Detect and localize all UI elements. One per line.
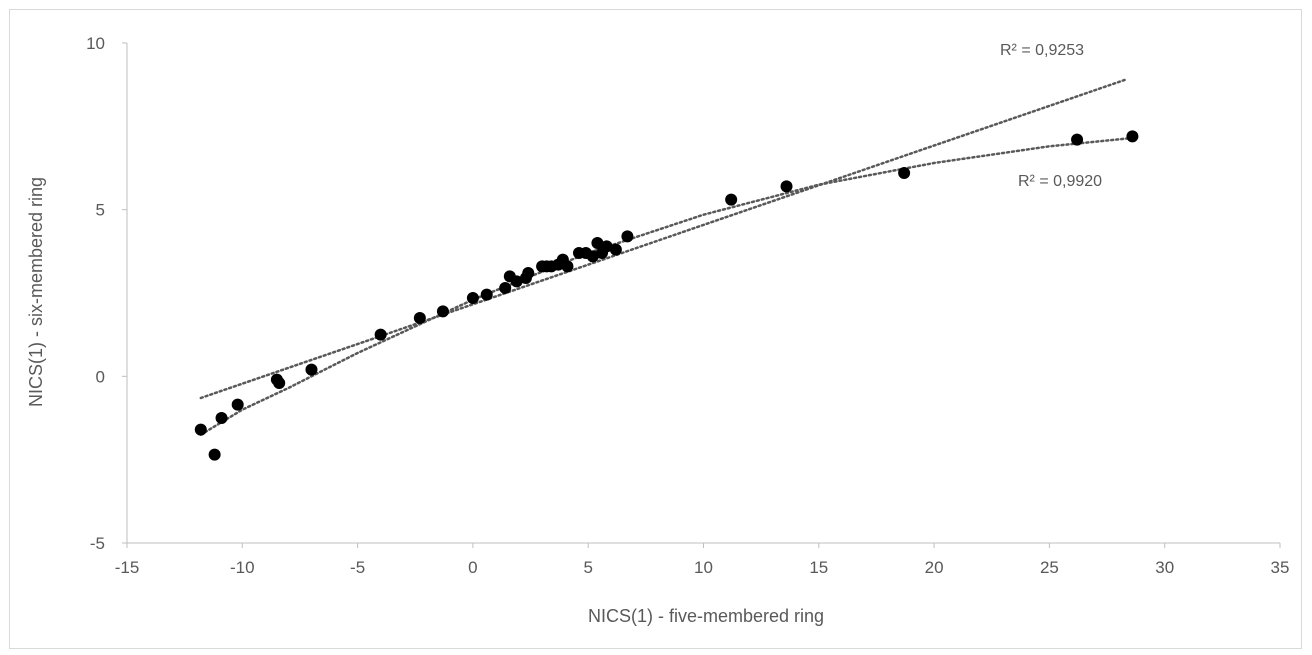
data-points [194,130,1139,461]
y-tick-label: -5 [90,534,105,553]
x-tick-label: 10 [694,558,713,577]
data-point [499,282,512,294]
chart-frame [9,9,1302,649]
data-point [898,167,911,179]
x-tick-label: 5 [583,558,592,577]
y-tick-label: 0 [96,367,105,386]
data-point [621,230,634,243]
data-point [522,267,535,279]
r2-linear-label: R² = 0,9253 [1000,42,1084,59]
y-tick-label: 5 [96,201,105,220]
y-axis-title: NICS(1) - six-membered ring [26,177,46,407]
x-tick-label: -5 [350,558,365,577]
data-point [466,292,479,304]
axes: -15 -10 -5 0 5 10 15 20 25 30 35 -5 0 5 10 [86,34,1289,577]
trendlines [199,78,1134,436]
data-point [591,237,604,249]
x-tick-label: 20 [925,558,944,577]
x-tick-label: 15 [809,558,828,577]
data-point [436,305,449,318]
data-point [194,423,207,436]
data-point [273,377,286,389]
x-tick-label: 35 [1271,558,1290,577]
data-point [215,412,228,424]
labels: NICS(1) - five-membered ring NICS(1) - s… [26,42,1102,626]
x-tick-label: 25 [1040,558,1059,577]
data-point [600,240,613,253]
data-point [305,363,318,376]
data-point [510,275,523,288]
data-point [586,250,599,263]
data-point [231,398,244,411]
data-point [208,448,221,461]
data-point [609,243,622,256]
r2-polynomial-label: R² = 0,9920 [1018,173,1102,190]
trendline-linear [199,78,1127,400]
x-tick-label: 30 [1155,558,1174,577]
x-tick-label: -10 [230,558,255,577]
data-point [780,180,793,193]
data-point [374,328,387,341]
data-point [480,288,493,301]
y-tick-label: 10 [86,34,105,53]
x-tick-label: -15 [115,558,140,577]
data-point [561,260,574,273]
x-tick-label: 0 [468,558,477,577]
x-axis-title: NICS(1) - five-membered ring [588,606,824,626]
data-point [413,312,426,324]
data-point [1071,133,1084,146]
trendline-polynomial [199,136,1134,436]
data-point [725,193,738,206]
data-point [1126,130,1139,143]
